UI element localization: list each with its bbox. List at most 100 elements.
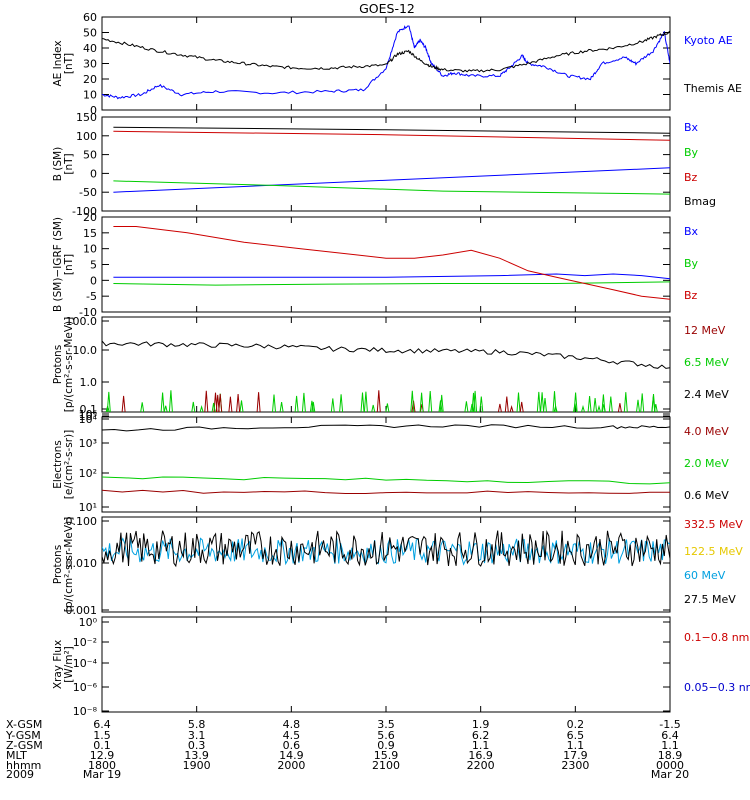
series-line bbox=[113, 126, 670, 134]
series-spike bbox=[464, 401, 469, 412]
y-tick-label: 1.0 bbox=[80, 376, 98, 389]
panel-6: 0.001 0.010 0.100 Protons [p/(cm²-s-sr-MeV)]… bbox=[52, 515, 743, 617]
series-line bbox=[102, 537, 670, 566]
series-line bbox=[113, 273, 670, 280]
series-spike bbox=[410, 390, 415, 412]
y-tick-label: 20 bbox=[83, 73, 97, 86]
series-spike bbox=[339, 394, 344, 412]
y-tick-label: 10⁻² bbox=[73, 636, 97, 649]
y-axis-label: Protons bbox=[52, 345, 64, 384]
footer-cell: 0.2 bbox=[567, 718, 585, 731]
panel-1: 0 10 20 30 40 50 60 AE Index [nT] Kyoto AE Themis … bbox=[52, 11, 742, 117]
series-spike bbox=[640, 393, 645, 412]
y-tick-label: 100 bbox=[76, 130, 97, 143]
y-tick-label: 150 bbox=[76, 111, 97, 124]
legend-label: Bx bbox=[684, 225, 699, 238]
y-tick-label: 100.0 bbox=[66, 315, 98, 328]
footer-cell: 18.9 bbox=[658, 749, 683, 762]
panel-frame bbox=[101, 116, 671, 212]
series-spike bbox=[272, 394, 276, 412]
series-spike bbox=[428, 390, 433, 412]
footer-cell: Mar 19 bbox=[83, 768, 121, 781]
y-axis-label: [p/(cm²-s-sr-MeV)] bbox=[63, 317, 75, 412]
y-tick-label: 10⁻⁴ bbox=[73, 657, 98, 670]
legend-label: 6.5 MeV bbox=[684, 356, 729, 369]
series-spike bbox=[438, 400, 443, 412]
series-line bbox=[113, 281, 670, 286]
y-tick-label: 10 bbox=[83, 243, 97, 256]
footer-cell: 6.4 bbox=[661, 729, 679, 742]
y-tick-label: 10⁻⁶ bbox=[73, 681, 98, 694]
legend-label: Themis AE bbox=[683, 82, 742, 95]
series-spike bbox=[236, 393, 241, 412]
legend-label: 122.5 MeV bbox=[684, 545, 743, 558]
y-axis-label: B (SM)−IGRF (SM) bbox=[52, 217, 64, 312]
series-spike bbox=[191, 401, 196, 412]
series-spike bbox=[301, 392, 306, 412]
legend-label: 2.4 MeV bbox=[684, 388, 729, 401]
series-spike bbox=[168, 390, 173, 412]
y-tick-label: 10⁰ bbox=[79, 616, 98, 629]
y-axis-label: [e/(cm²-s-sr)] bbox=[63, 430, 75, 499]
footer-row-label: hhmm bbox=[6, 759, 41, 772]
y-tick-label: 10 bbox=[83, 89, 97, 102]
series-spike bbox=[330, 398, 335, 412]
series-spike bbox=[617, 403, 622, 412]
series-spike bbox=[105, 405, 110, 412]
footer-cell: 2300 bbox=[561, 759, 589, 772]
footer-row-label: Z-GSM bbox=[6, 739, 43, 752]
footer-cell: 0.3 bbox=[188, 739, 206, 752]
footer-cell: 2000 bbox=[277, 759, 305, 772]
legend-label: 4.0 MeV bbox=[684, 425, 729, 438]
series-spike bbox=[256, 392, 261, 412]
series-spike bbox=[160, 392, 165, 412]
series-spike bbox=[311, 401, 316, 412]
y-axis-label: [nT] bbox=[63, 53, 75, 74]
series-spike bbox=[239, 400, 244, 412]
series-spike bbox=[371, 404, 376, 412]
series-spike bbox=[140, 402, 145, 412]
footer-cell: 0.6 bbox=[283, 739, 301, 752]
footer-cell: 16.9 bbox=[468, 749, 493, 762]
y-tick-label: 0.1 bbox=[80, 403, 98, 416]
figure-title: GOES-12 bbox=[359, 1, 415, 16]
series-spike bbox=[601, 404, 606, 412]
series-spike bbox=[376, 390, 381, 412]
y-tick-label: -100 bbox=[72, 205, 97, 218]
y-tick-label: 30 bbox=[83, 58, 97, 71]
legend-label: By bbox=[684, 146, 699, 159]
footer-cell: 5.6 bbox=[377, 729, 395, 742]
legend-label: 27.5 MeV bbox=[684, 593, 736, 606]
series-spike bbox=[218, 393, 223, 412]
legend-label: 332.5 MeV bbox=[684, 518, 743, 531]
panel-frame bbox=[101, 216, 671, 313]
panel-4: 0.1 1.0 10.0 100.0 Protons [p/(cm²-s-sr-MeV)]… bbox=[52, 315, 729, 416]
footer-cell: Mar 20 bbox=[651, 768, 689, 781]
footer-cell: 3.5 bbox=[377, 718, 395, 731]
series-spike bbox=[228, 396, 233, 412]
panel-frame bbox=[101, 616, 671, 713]
series-spike bbox=[587, 395, 592, 412]
footer-cell: 0.9 bbox=[377, 739, 395, 752]
footer-row-label: 2009 bbox=[6, 768, 34, 781]
y-tick-label: 10.0 bbox=[73, 344, 98, 357]
footer-cell: 15.9 bbox=[374, 749, 399, 762]
footer-row-label: X-GSM bbox=[6, 718, 42, 731]
series-spike bbox=[473, 390, 478, 412]
series-line bbox=[102, 30, 670, 73]
y-axis-label: Electrons bbox=[52, 440, 64, 489]
legend-label: 60 MeV bbox=[684, 569, 726, 582]
y-tick-label: 10⁴ bbox=[79, 413, 98, 426]
y-axis-label: [W/m²] bbox=[63, 646, 75, 683]
series-spike bbox=[363, 391, 368, 412]
y-axis-label: Xray Flux bbox=[52, 640, 64, 689]
series-line bbox=[102, 25, 670, 100]
legend-label: Kyoto AE bbox=[684, 34, 733, 47]
series-spike bbox=[553, 404, 558, 412]
y-tick-label: 10⁶ bbox=[79, 408, 98, 421]
legend-label: 0.05−0.3 nm bbox=[684, 681, 750, 694]
series-line bbox=[102, 476, 670, 485]
y-tick-label: 10⁵ bbox=[79, 410, 97, 423]
series-spike bbox=[519, 401, 524, 412]
